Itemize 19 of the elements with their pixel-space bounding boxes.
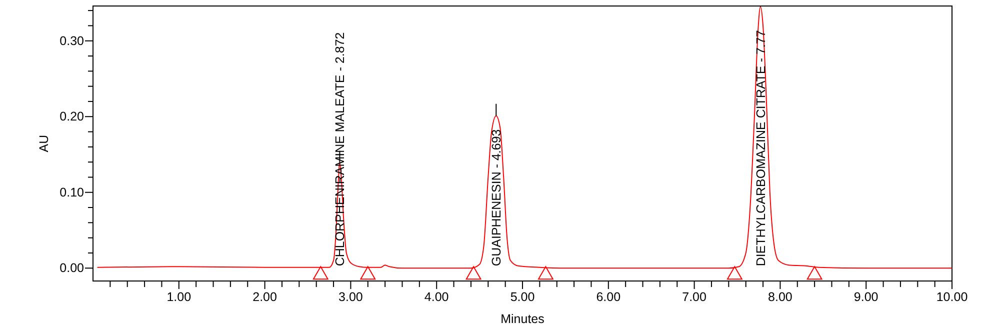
x-tick-label: 1.00: [166, 290, 192, 304]
y-tick-label: 0.10: [60, 185, 84, 200]
x-tick-label: 9.00: [854, 290, 878, 304]
y-tick-label: 0.00: [60, 261, 84, 276]
annotation: DIETHYLCARBOMAZINE CITRATE - 7.77: [754, 30, 768, 266]
x-tick-label: 2.00: [252, 290, 278, 304]
x-tick-label: 4.00: [424, 290, 449, 304]
x-tick-label: 10.00: [936, 290, 968, 304]
annotation: CHLORPHENIRAMINE MALEATE - 2.872: [333, 32, 348, 266]
y-tick-label: 0.20: [60, 110, 84, 124]
annotation: GUAIPHENESIN - 4.693: [490, 129, 504, 266]
x-tick-label: 8.00: [768, 290, 792, 304]
y-axis-title: AU: [37, 134, 51, 152]
x-tick-label: 6.00: [596, 290, 621, 304]
x-tick-label: 3.00: [338, 290, 363, 304]
x-axis-title: Minutes: [500, 312, 544, 326]
x-tick-label: 5.00: [510, 290, 535, 304]
y-tick-label: 0.30: [60, 34, 84, 48]
x-tick-label: 7.00: [682, 290, 707, 304]
